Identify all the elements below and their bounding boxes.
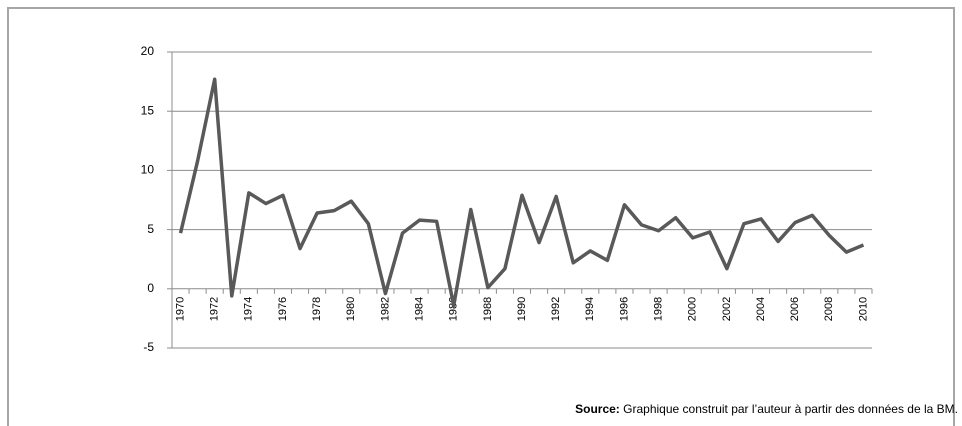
x-tick-label: 1984	[413, 297, 425, 321]
x-tick-label: 2010	[857, 297, 869, 321]
x-tick-label: 1988	[482, 297, 494, 321]
chart-frame	[7, 7, 955, 426]
x-tick-label: 1972	[209, 297, 221, 321]
x-tick-label: 1978	[311, 297, 323, 321]
x-tick-label: 1986	[448, 297, 460, 321]
x-tick-label: 1994	[584, 297, 596, 321]
x-tick-label: 1996	[618, 297, 630, 321]
x-tick-label: 2008	[823, 297, 835, 321]
x-tick-label: 1974	[243, 297, 255, 321]
y-tick-label: -5	[143, 340, 154, 354]
x-tick-label: 2006	[789, 297, 801, 321]
x-tick-label: 1992	[550, 297, 562, 321]
x-tick-label: 1980	[345, 297, 357, 321]
y-tick-label: 10	[141, 163, 155, 177]
y-tick-label: 15	[141, 103, 155, 117]
x-tick-label: 2000	[687, 297, 699, 321]
x-tick-label: 1982	[379, 297, 391, 321]
source-label: Source:	[575, 402, 620, 416]
x-tick-label: 1998	[652, 297, 664, 321]
x-tick-label: 1990	[516, 297, 528, 321]
y-tick-label: 20	[141, 44, 155, 58]
x-tick-label: 1970	[174, 297, 186, 321]
x-tick-label: 2002	[721, 297, 733, 321]
y-tick-label: 0	[147, 281, 154, 295]
x-tick-label: 2004	[755, 297, 767, 321]
data-line	[178, 77, 865, 308]
y-tick-label: 5	[147, 222, 154, 236]
source-note: Source: Graphique construit par l’auteur…	[575, 402, 958, 416]
x-tick-label: 1976	[277, 297, 289, 321]
source-text: Graphique construit par l’auteur à parti…	[623, 402, 958, 416]
